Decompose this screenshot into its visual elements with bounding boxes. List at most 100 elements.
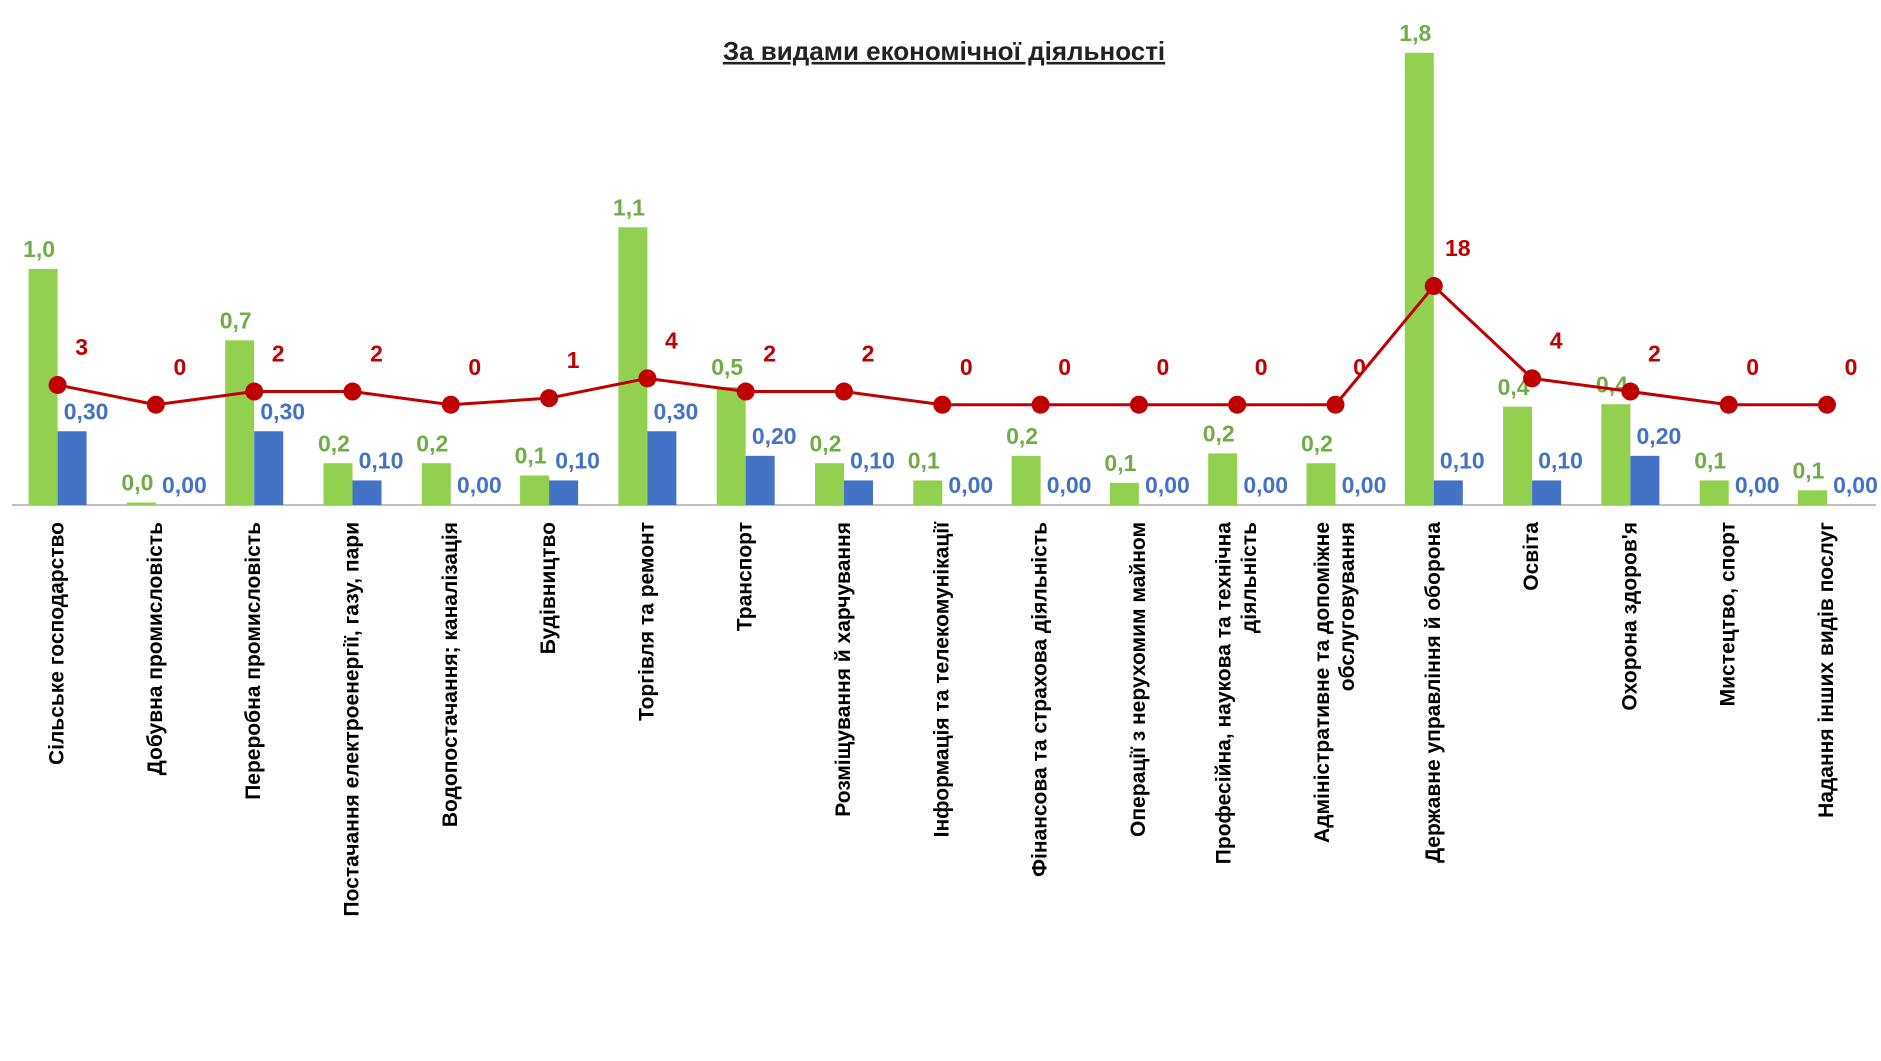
x-tick-label: Будівництво [537,522,560,654]
data-label: 1,1 [613,194,645,220]
x-tick-label: Охорона здоров'я [1618,522,1641,711]
line-marker [736,382,755,401]
bar [844,480,873,505]
line-marker [1621,382,1640,401]
data-label: 0,00 [162,472,207,498]
bar [618,227,648,506]
data-label: 0,10 [359,447,404,473]
data-label: 0 [960,354,973,380]
bar [57,431,87,505]
bar [913,480,943,505]
bar [549,480,579,505]
bar [1109,482,1139,505]
data-label: 0,5 [711,354,743,380]
bar [323,463,353,505]
data-label: 0,00 [457,472,502,498]
data-label: 0,30 [654,398,699,424]
data-label: 0,2 [416,430,448,456]
x-tick-label: Торгівля та ремонт [635,522,658,721]
data-label: 0 [1746,354,1759,380]
bar [126,502,156,505]
line-marker [441,395,460,414]
data-label: 0,20 [1637,423,1682,449]
bar [1532,480,1562,505]
line-marker [933,395,952,414]
x-tick-label: Державне управління й оборона [1421,522,1444,863]
line-marker [1326,395,1345,414]
data-label: 0 [1255,354,1268,380]
bar [1601,404,1631,505]
line-marker [1031,395,1050,414]
data-label: 0,2 [1301,430,1333,456]
x-tick-label: Професійна, наукова та технічна діяльніст… [1212,522,1260,865]
data-label: 1,0 [23,236,55,262]
data-label: 0,00 [1735,472,1780,498]
data-label: 0,1 [1694,447,1726,473]
x-tick-label: Сільське господарство [45,522,68,765]
data-label: 0,1 [908,447,940,473]
data-label: 2 [862,341,875,367]
line-marker [638,369,657,388]
data-label: 1,8 [1399,20,1431,46]
line-marker [835,382,853,401]
bar [647,431,677,505]
data-label: 0,00 [948,472,993,498]
data-label: 18 [1445,235,1471,261]
x-tick-label: Добувна промисловість [143,522,166,775]
bar [421,463,451,505]
data-label: 0 [1845,354,1858,380]
data-label: 0,10 [850,447,895,473]
bar [1208,453,1238,505]
data-label: 0,0 [121,470,153,496]
x-tick-label: Освіта [1520,522,1543,591]
line-marker [343,382,362,401]
line-marker [1523,369,1542,388]
data-label: 0,10 [555,447,600,473]
data-label: 0 [1353,354,1366,380]
data-label: 0,00 [1342,472,1387,498]
data-label: 2 [370,341,383,367]
x-tick-label: Інформація та телекомунікації [930,521,953,837]
data-label: 0,30 [260,398,305,424]
data-label: 1 [567,347,580,373]
data-label: 0,10 [1538,447,1583,473]
x-tick-label: Фінансова та страхова діяльність [1028,522,1051,877]
bar [716,387,746,505]
data-label: 0 [174,354,187,380]
data-label: 0,30 [64,398,109,424]
x-tick-label: Постачання електроенергії, газу, пари [340,522,363,916]
bar [1699,480,1729,505]
data-label: 4 [665,327,678,353]
chart-subtitle: За видами економічної діяльності [723,36,1165,66]
data-label: 0,1 [1104,450,1136,476]
data-label: 0,00 [1243,472,1288,498]
bar [815,463,844,505]
data-label: 2 [1648,341,1661,367]
bar [1433,480,1463,505]
x-tick-label: Операції з нерухомим майном [1126,522,1149,837]
line-marker [1129,395,1148,414]
data-label: 0,7 [220,307,252,333]
bar [1503,406,1533,505]
line-marker [1424,277,1443,296]
line-marker [146,395,165,414]
x-tick-label: Переробна промисловість [242,522,265,800]
data-label: 0,00 [1833,472,1878,498]
data-label: 2 [272,341,285,367]
x-tick-label: Адміністративне та допоміжне обслуговуван… [1310,522,1358,843]
line-marker [1228,395,1247,414]
x-tick-label: Розміщування й харчування [832,522,855,817]
data-label: 2 [763,341,776,367]
data-label: 4 [1550,327,1563,353]
data-label: 0 [1157,354,1170,380]
bar [745,455,775,505]
data-label: 0,1 [515,443,547,469]
data-label: 0,00 [1047,472,1092,498]
x-tick-label: Транспорт [733,522,756,631]
data-label: 0 [1058,354,1071,380]
data-label: 0,2 [810,430,842,456]
line-marker [1719,395,1738,414]
data-label: 0,2 [318,430,350,456]
x-tick-label: Водопостачання; каналізація [438,522,461,827]
